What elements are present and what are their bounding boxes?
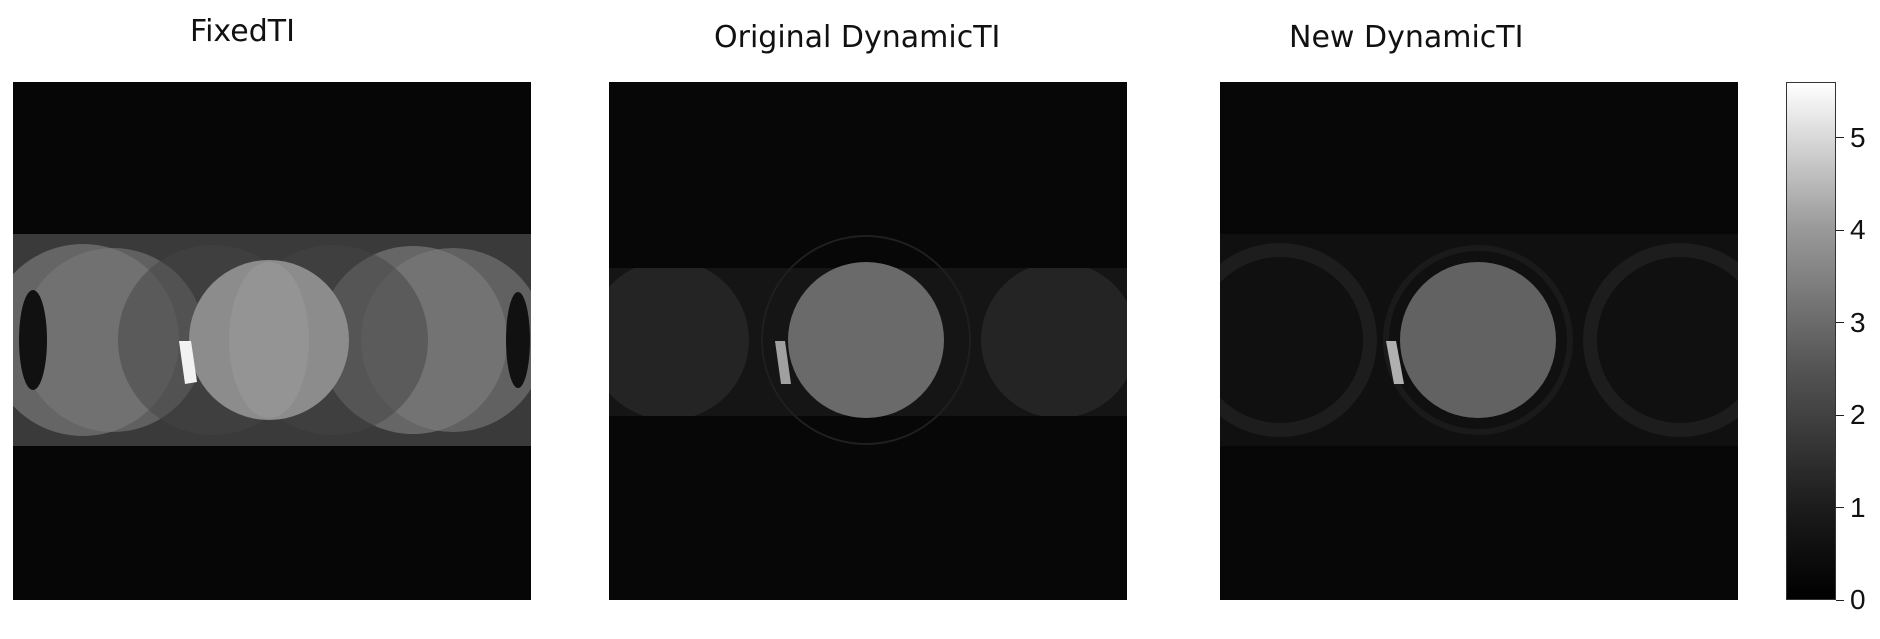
colorbar-tick	[1836, 322, 1844, 323]
panel-title-new-dynamicti: New DynamicTI	[1289, 20, 1524, 55]
colorbar-tick	[1836, 137, 1844, 138]
panel-title-original-dynamicti: Original DynamicTI	[714, 20, 1001, 55]
image-panel-fixedti	[13, 82, 531, 600]
colorbar-tick	[1836, 599, 1844, 601]
colorbar-tick	[1836, 414, 1844, 416]
original-dynamicti-image	[609, 82, 1127, 600]
colorbar-tick	[1836, 229, 1844, 231]
image-panel-original-dynamicti	[609, 82, 1127, 600]
colorbar-tick	[1836, 507, 1844, 508]
colorbar-tick-label: 2	[1850, 399, 1866, 430]
colorbar-tick-label: 5	[1850, 121, 1866, 153]
colorbar-tick-label: 3	[1850, 306, 1866, 338]
colorbar-tick-label: 1	[1850, 491, 1866, 523]
colorbar	[1786, 82, 1836, 600]
colorbar-tick-label: 0	[1850, 584, 1866, 615]
fixedti-image	[13, 82, 531, 600]
new-dynamicti-image	[1220, 82, 1738, 600]
image-panel-new-dynamicti	[1220, 82, 1738, 600]
colorbar-tick-label: 4	[1850, 214, 1866, 245]
panel-title-fixedti: FixedTI	[190, 14, 295, 49]
